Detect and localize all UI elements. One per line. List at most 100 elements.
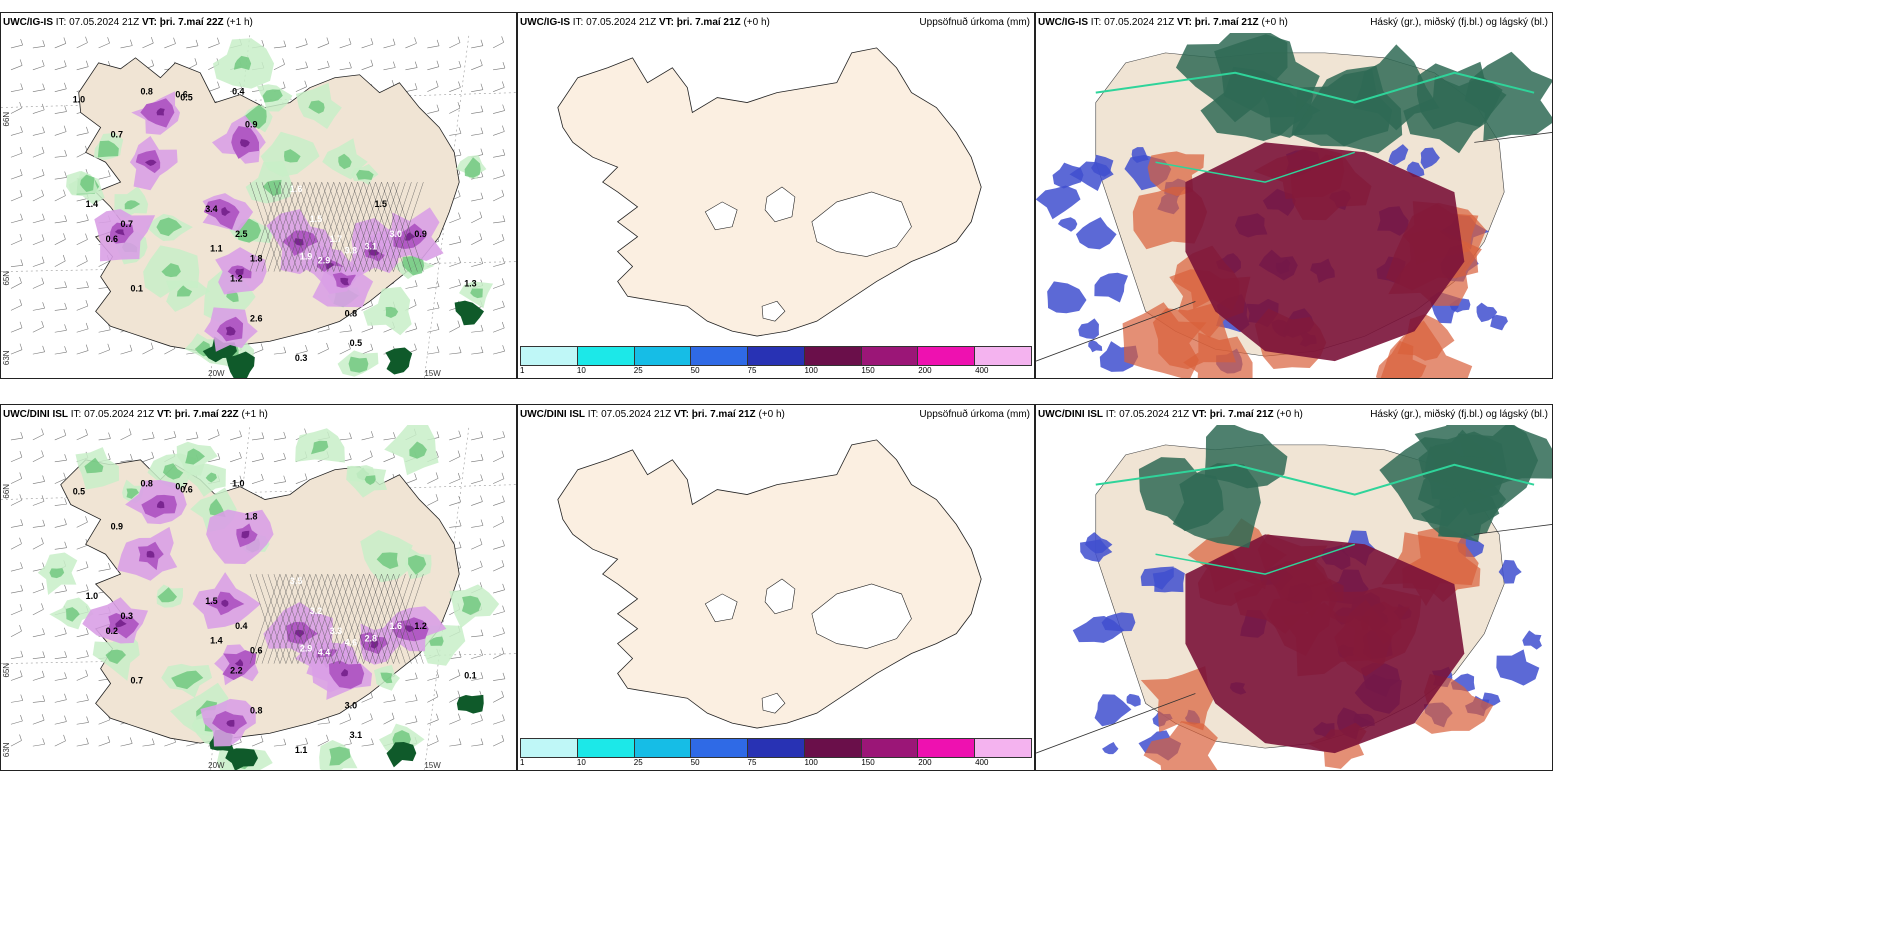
wind-barb (98, 568, 111, 572)
colorbar-cell (804, 347, 862, 365)
wind-barb-flag (152, 738, 155, 745)
lon-line (424, 33, 470, 378)
hatch-line (339, 182, 370, 272)
wind-barb-flag (283, 738, 287, 745)
panel-title: Uppsöfnuð úrkoma (mm) (919, 17, 1030, 28)
wind-barb (295, 743, 308, 747)
hatch-line (285, 574, 316, 664)
precip-moderate-area (385, 306, 399, 318)
wind-barb (10, 219, 23, 224)
it-value: 07.05.2024 21Z (1104, 17, 1175, 28)
wind-barb-flag (326, 37, 330, 44)
vt-value: þri. 7.maí 22Z (174, 409, 239, 420)
wind-barb (449, 87, 461, 92)
lat-label-63n: 63N (2, 742, 11, 757)
wind-barb (449, 284, 461, 289)
wind-barb (10, 304, 22, 311)
wind-barb-flag (436, 60, 440, 67)
wind-barb (54, 43, 66, 49)
wind-barb-flag (371, 738, 374, 745)
accum-svg (518, 33, 1034, 344)
wind-barb-flag (414, 473, 417, 480)
wind-barb-flag (414, 715, 418, 722)
wind-barb (32, 283, 44, 289)
hatch-line (285, 182, 316, 272)
wind-barb-flag (150, 342, 154, 349)
wind-barb-flag (502, 257, 505, 264)
wind-barb-flag (130, 453, 133, 461)
hatch-line (267, 574, 299, 664)
wind-barb-flag (436, 431, 440, 438)
wind-barb-flag (414, 322, 418, 329)
hatch-line (261, 182, 293, 272)
iceland-land (557, 439, 982, 729)
wind-barb (54, 351, 67, 355)
cloud-layers (1036, 425, 1552, 770)
wind-barb (164, 43, 176, 49)
iceland-land (557, 47, 982, 337)
wind-barb (32, 501, 45, 506)
wind-barb-flag (20, 83, 23, 90)
wind-barb-flag (41, 169, 45, 176)
wind-barb (449, 719, 461, 725)
wind-barb (10, 239, 23, 246)
panel-header: UWC/DINI ISL IT: 07.05.2024 21Z VT: þri.… (518, 405, 1034, 425)
wind-barb-flag (436, 451, 439, 458)
wind-barb-flag (327, 60, 330, 67)
wind-barb (32, 676, 45, 681)
wind-barb (54, 656, 67, 659)
wind-barb-flag (436, 39, 440, 46)
wind-barb (32, 89, 45, 92)
precip-purple-peak (235, 268, 244, 276)
wind-barb-flag (108, 432, 111, 439)
wind-barb (10, 630, 22, 638)
precip-moderate-area (464, 157, 481, 178)
precip-moderate-area (162, 463, 184, 480)
wind-barb-flag (501, 450, 505, 457)
precip-value-label: 0.9 (111, 521, 123, 531)
wind-barb-flag (392, 61, 396, 68)
precip-value-label: 1.0 (232, 479, 244, 489)
wind-barb (10, 152, 23, 158)
precip-moderate-area (461, 595, 482, 615)
wind-barb (32, 240, 45, 246)
wind-barb-flag (19, 321, 23, 328)
lead-time: (+1 h) (241, 409, 268, 420)
wind-barb-flag (415, 672, 418, 679)
precip-value-label: 0.3 (295, 353, 307, 363)
high-cloud-area (1416, 61, 1507, 130)
precip-purple (82, 479, 447, 747)
wind-barb (230, 436, 242, 441)
panel-precip-wind-dini: UWC/DINI ISL IT: 07.05.2024 21Z VT: þri.… (0, 404, 517, 771)
wind-barb (10, 44, 23, 49)
wind-barb-flag (501, 321, 505, 329)
it-value: 07.05.2024 21Z (1119, 409, 1190, 420)
wind-barb-flag (393, 432, 396, 439)
wind-barb (32, 195, 44, 202)
precip-value-label: 1.9 (300, 252, 312, 262)
precip-value-label: 1.5 (310, 214, 322, 224)
wind-barb (120, 45, 133, 49)
wind-barb-flag (86, 716, 89, 723)
colorbar-cells (520, 738, 1032, 758)
precip-moderate-area (329, 746, 351, 766)
precip-value-label: 3.1 (350, 730, 362, 740)
hatch-line (327, 574, 358, 664)
wind-barb (405, 479, 417, 484)
wind-barb-flag (457, 320, 461, 327)
wind-barb-flag (64, 498, 67, 505)
vt-label: VT: (658, 17, 674, 28)
wind-barb-flag (458, 256, 461, 263)
wind-barb-flag (457, 690, 461, 697)
wind-barb-flag (261, 473, 264, 481)
wind-barb (76, 151, 88, 158)
precip-purple-peak (156, 108, 165, 116)
wind-barb (405, 43, 417, 49)
low-cloud-area (1057, 217, 1078, 232)
precip-purple-peak (239, 139, 250, 148)
wind-barb-flag (41, 428, 44, 435)
colorbar-cell (804, 739, 862, 757)
colorbar-tick: 100 (804, 366, 818, 375)
hatch-line (279, 574, 310, 664)
wind-barb (383, 700, 396, 703)
